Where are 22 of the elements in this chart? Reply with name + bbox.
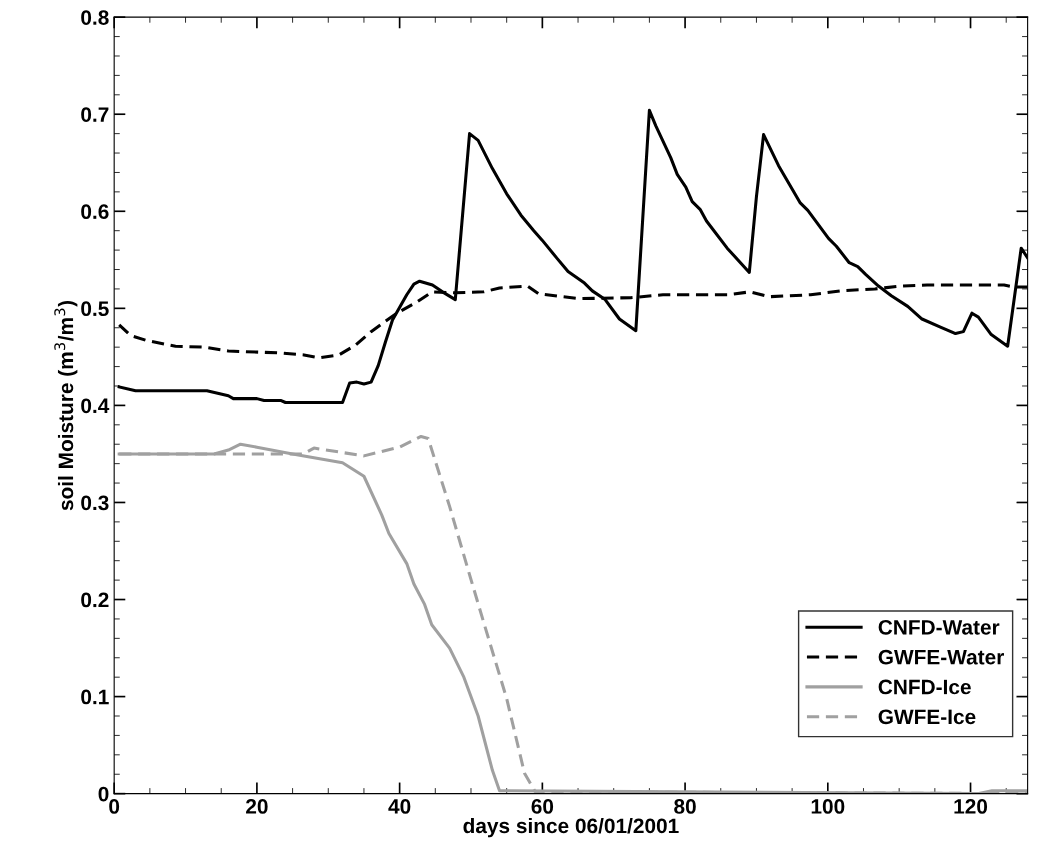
y-axis-title: soil Moisture (m$^{3}$/m$^{3}$) <box>54 300 78 511</box>
x-tick-label: 100 <box>811 799 845 814</box>
y-tick-label: 0.4 <box>81 398 110 414</box>
legend-label: CNFD-Water <box>878 619 1000 635</box>
y-tick-label: 0.3 <box>81 495 109 511</box>
x-tick-label: 40 <box>388 799 411 814</box>
y-tick-label: 0.2 <box>81 592 109 608</box>
y-tick-label: 0.5 <box>81 301 109 317</box>
y-tick-label: 0.8 <box>81 10 109 25</box>
legend-label: GWFE-Ice <box>878 709 976 725</box>
x-axis-title: days since 06/01/2001 <box>463 817 679 838</box>
legend-label: GWFE-Water <box>878 649 1004 665</box>
x-tick-label: 20 <box>246 799 268 814</box>
y-tick-label: 0.1 <box>81 689 109 705</box>
x-tick-label: 80 <box>674 799 696 814</box>
x-tick-label: 60 <box>531 799 554 814</box>
x-tick-label: 0 <box>109 799 120 814</box>
y-tick-label: 0 <box>98 786 109 802</box>
legend-label: CNFD-Ice <box>878 679 971 695</box>
x-tick-label: 120 <box>954 799 988 814</box>
y-tick-label: 0.6 <box>81 204 109 220</box>
y-tick-label: 0.7 <box>81 107 109 122</box>
